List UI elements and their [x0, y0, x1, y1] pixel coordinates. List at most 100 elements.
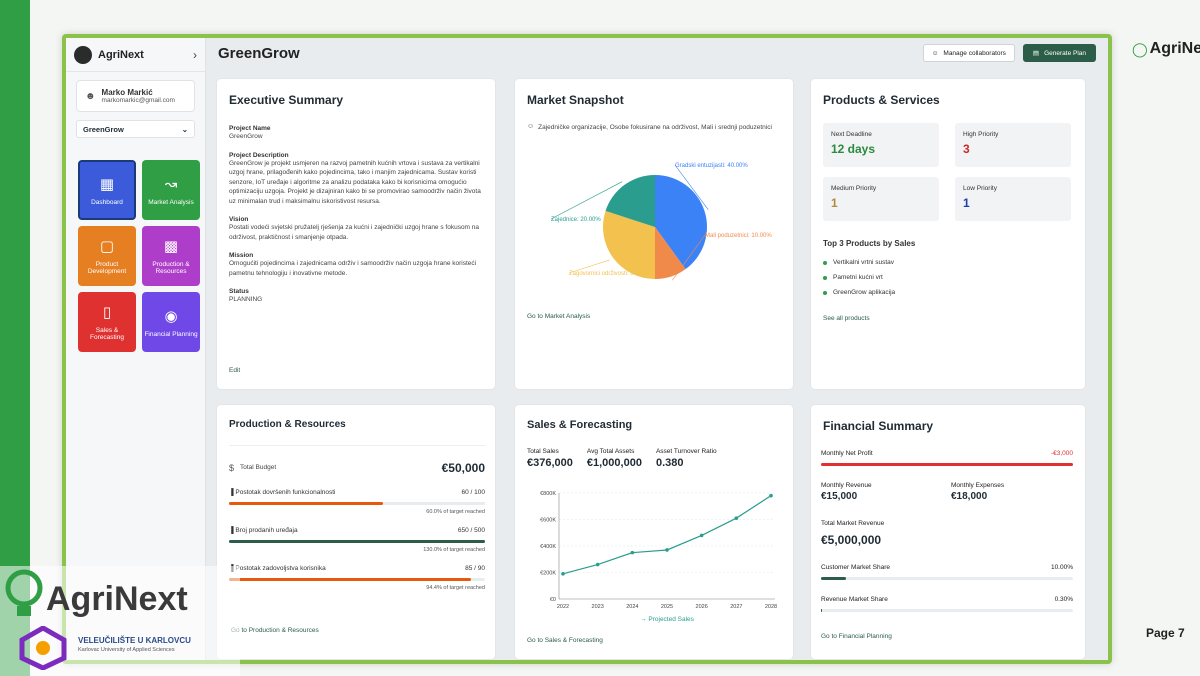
nav-tile-dashboard[interactable]: ▦ Dashboard [78, 160, 136, 220]
user-icon: ☻ [85, 90, 96, 102]
mission-value: Omogućiti pojedincima i zajednicama održ… [229, 260, 477, 277]
project-description-value: GreenGrow je projekt usmjeren na razvoj … [229, 159, 481, 205]
user-card[interactable]: ☻ Marko Markić markomarkic@gmail.com [76, 80, 195, 112]
y-tick-label: €200K [540, 571, 556, 577]
progress-track [229, 578, 485, 581]
stat-label: Total Sales [527, 448, 559, 455]
nav-label: Dashboard [91, 198, 123, 206]
generate-plan-button[interactable]: ▤ Generate Plan [1022, 44, 1096, 62]
lightbulb-icon: ◯ [1132, 40, 1148, 57]
school-name: VELEUČILIŠTE U KARLOVCU [78, 636, 191, 645]
total-budget-row: $ Total Budget €50,000 [229, 461, 485, 475]
x-tick-label: 2026 [696, 604, 708, 610]
customer-share-bar [821, 577, 1073, 580]
sales-line-chart: €0 €200K €400K €600K €800K 2022 2023 2024 2025 20… [540, 491, 777, 623]
executive-summary-card: Executive Summary Project Name GreenGrow… [216, 78, 496, 390]
metric-label: Low Priority [963, 185, 997, 192]
progress-fill [229, 540, 485, 543]
nav-tile-production-resources[interactable]: ▩ Production & Resources [142, 226, 200, 286]
customer-share-label: Customer Market Share [821, 564, 890, 571]
total-budget-label: Total Budget [240, 464, 277, 472]
card-title: Production & Resources [229, 419, 346, 430]
revenue-share-value: 0.30% [1054, 596, 1073, 603]
metric-value: 3 [963, 142, 970, 156]
x-tick-label: 2022 [557, 604, 569, 610]
progress-note: 94.4% of target reached [426, 585, 485, 591]
data-point [699, 533, 704, 538]
card-title: Financial Summary [823, 419, 934, 433]
progress-label: ▐ Broj prodanih uređaja [229, 527, 298, 534]
vision-value: Postati vodeći svjetski pružatelj rješen… [229, 224, 480, 241]
corner-brand: ◯ AgriNext [1132, 40, 1200, 58]
see-all-products-link[interactable]: See all products [823, 315, 870, 322]
card-title: Executive Summary [229, 93, 344, 107]
edit-link[interactable]: Edit [229, 367, 241, 374]
go-to-financial-planning-link[interactable]: Go to Financial Planning [821, 633, 892, 640]
data-point [769, 493, 773, 498]
net-profit-bar [821, 463, 1073, 466]
go-to-market-analysis-link[interactable]: Go to Market Analysis [527, 313, 591, 320]
pie-label: Gradski entuzijasti: 40.00% [675, 163, 748, 169]
list-item: GreenGrow aplikacija [823, 289, 895, 296]
metric-value: 12 days [831, 142, 876, 156]
data-point [595, 562, 600, 567]
progress-fill [229, 578, 471, 581]
pie-slice [603, 210, 655, 279]
app-window: AgriNext › ☻ Marko Markić markomarkic@gm… [62, 34, 1112, 664]
customer-share-fill [821, 577, 847, 580]
nav-tile-product-development[interactable]: ▢ Product Development [78, 226, 136, 286]
monthly-revenue-label: Monthly Revenue [821, 482, 872, 489]
generate-plan-label: Generate Plan [1044, 49, 1086, 57]
go-to-sales-link[interactable]: Go to Sales & Forecasting [527, 637, 603, 644]
cube-icon: ▢ [99, 237, 115, 255]
monthly-revenue: Monthly Revenue €15,000 [821, 481, 872, 502]
nav-tile-financial-planning[interactable]: ◉ Financial Planning [142, 292, 200, 352]
nav-label: Product Development [87, 261, 127, 275]
manage-collaborators-button[interactable]: ☺ Manage collaborators [922, 44, 1015, 62]
sales-line [562, 495, 772, 575]
metric-next-deadline: Next Deadline 12 days [823, 123, 939, 167]
progress-row: ▐ Postotak dovršenih funkcionalnosti 60 /… [229, 489, 485, 515]
progress-row: ▐ Postotak zadovoljstva korisnika 85 / 90… [229, 565, 485, 591]
metric-low-priority: Low Priority 1 [955, 177, 1071, 221]
net-profit-label: Monthly Net Profit [821, 450, 873, 457]
nav-tiles: ▦ Dashboard ↝ Market Analysis ▢ Product … [78, 160, 202, 352]
nav-tile-sales-forecasting[interactable]: ▯ Sales & Forecasting [78, 292, 136, 352]
pie-leader-line [568, 259, 610, 274]
bar-chart-icon: ▯ [102, 303, 112, 321]
chevron-down-icon: ⌄ [181, 124, 188, 134]
progress-label: ▐ Postotak zadovoljstva korisnika [229, 565, 326, 572]
project-name-label: Project Name [229, 125, 271, 132]
pie-label: Mali poduzetnici: 10.00% [705, 233, 772, 239]
top-bar: GreenGrow ☺ Manage collaborators ▤ Gener… [206, 38, 1108, 68]
pie-leader-line [674, 164, 709, 210]
sales-forecasting-card: Sales & Forecasting Total Sales €376,000 … [514, 404, 794, 660]
list-item-label: Pametni kućni vrt [833, 274, 883, 281]
stat-value: €1,000,000 [586, 456, 642, 469]
monthly-revenue-value: €15,000 [821, 490, 858, 502]
collapse-sidebar-icon[interactable]: › [193, 47, 197, 62]
card-title: Products & Services [823, 93, 940, 107]
app-brand: AgriNext [98, 48, 144, 61]
project-select[interactable]: GreenGrow ⌄ [76, 120, 195, 138]
pie-label: Zajednice: 20.00% [551, 217, 601, 223]
stat-value: €376,000 [527, 456, 573, 469]
list-item: Pametni kućni vrt [823, 274, 895, 281]
x-tick-label: 2028 [765, 604, 777, 610]
metric-high-priority: High Priority 3 [955, 123, 1071, 167]
sales-stats: Total Sales €376,000 Avg Total Assets €1,0… [527, 447, 717, 469]
monthly-expenses: Monthly Expenses €18,000 [951, 481, 1004, 502]
data-point [734, 516, 739, 520]
corner-brand-text: AgriNext [1149, 40, 1200, 57]
nav-tile-market-analysis[interactable]: ↝ Market Analysis [142, 160, 200, 220]
user-name: Marko Markić [101, 88, 153, 97]
bullet-icon [823, 275, 827, 280]
stat-label: Asset Turnover Ratio [655, 448, 717, 455]
total-market-revenue-label: Total Market Revenue [821, 520, 885, 527]
pie-slice [655, 227, 686, 279]
go-to-production-link[interactable]: Go to Production & Resources [231, 627, 319, 634]
page-number: Page 7 [1146, 626, 1185, 640]
metric-value: 1 [831, 196, 838, 210]
list-item-label: Vertikalni vrtni sustav [833, 259, 895, 266]
target-segments: Zajedničke organizacije, Osobe fokusiran… [538, 124, 772, 131]
